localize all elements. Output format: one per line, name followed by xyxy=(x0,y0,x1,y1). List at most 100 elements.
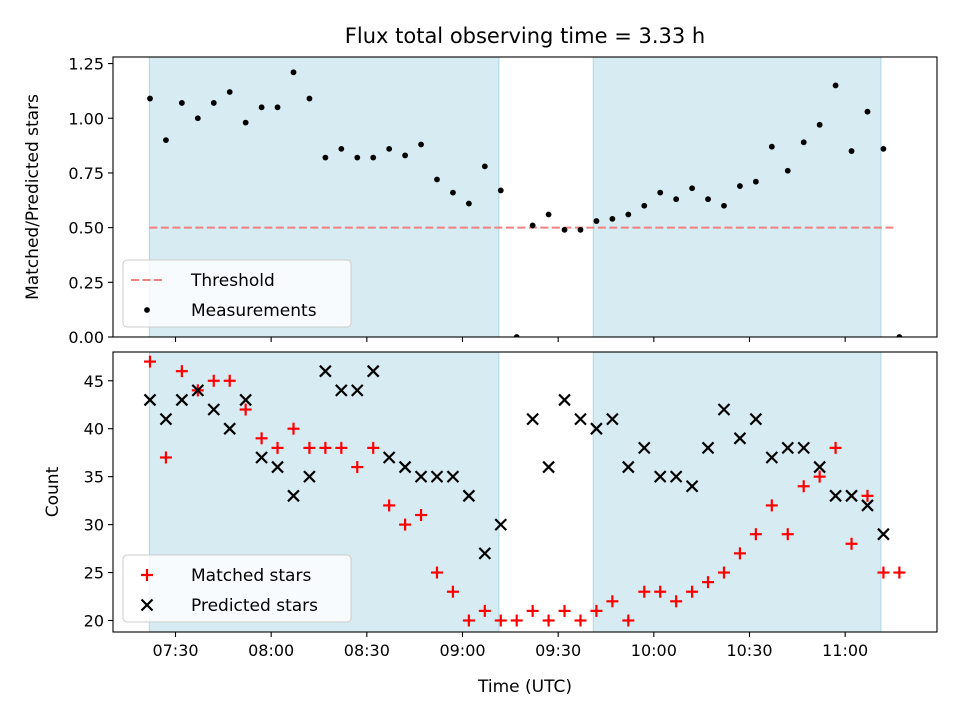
predicted-stars-point xyxy=(542,460,555,474)
measurement-point xyxy=(194,115,201,122)
chart-title: Flux total observing time = 3.33 h xyxy=(345,24,705,48)
measurement-point xyxy=(816,121,823,128)
measurement-point xyxy=(609,215,616,222)
matched-stars-point xyxy=(303,441,316,454)
legend-box xyxy=(122,554,352,623)
measurement-point xyxy=(450,189,456,196)
legend: Matched stars Predicted stars xyxy=(122,554,352,623)
measurement-point xyxy=(864,108,871,115)
predicted-stars-point xyxy=(526,412,539,426)
measurement-point xyxy=(210,100,217,106)
matched-stars-point xyxy=(494,614,507,627)
legend-measurements-swatch xyxy=(144,307,150,313)
matched-stars-point xyxy=(574,614,587,627)
matched-stars-point xyxy=(717,566,730,579)
predicted-stars-point xyxy=(637,441,651,455)
matched-stars-point xyxy=(351,461,364,474)
matched-stars-point xyxy=(606,595,619,608)
x-axis-label: Time (UTC) xyxy=(477,677,572,697)
legend-predicted-swatch xyxy=(140,598,154,612)
predicted-stars-point xyxy=(143,393,157,407)
matched-stars-point xyxy=(367,441,380,454)
measurement-point xyxy=(625,211,632,218)
predicted-stars-point xyxy=(845,489,858,503)
predicted-stars-point xyxy=(175,393,189,407)
predicted-stars-point xyxy=(494,518,508,531)
matched-stars-point xyxy=(765,499,778,512)
predicted-stars-point xyxy=(558,393,571,407)
predicted-stars-point xyxy=(829,489,842,503)
measurement-point xyxy=(561,226,568,233)
matched-stars-point xyxy=(510,614,523,627)
matched-stars-point xyxy=(861,489,874,502)
predicted-stars-point xyxy=(191,384,205,397)
measurement-point xyxy=(848,148,855,154)
y-tick-label: 1.00 xyxy=(68,109,104,128)
measurement-point xyxy=(768,143,775,150)
x-tick-label: 07:30 xyxy=(152,641,198,660)
y-tick-label: 45 xyxy=(84,372,104,391)
y-tick-label: 35 xyxy=(84,468,104,487)
legend-label: Matched stars xyxy=(191,566,311,586)
predicted-stars-point xyxy=(669,470,683,483)
matched-stars-point xyxy=(654,585,667,598)
predicted-stars-point xyxy=(653,470,667,483)
matched-stars-point xyxy=(143,355,156,368)
predicted-stars-point xyxy=(590,422,603,435)
matched-stars-point xyxy=(797,480,810,493)
matched-stars-point xyxy=(670,595,683,608)
matched-stars-point xyxy=(877,566,890,579)
y-tick-label: 25 xyxy=(84,564,104,583)
measurement-point xyxy=(290,69,297,76)
matched-stars-point xyxy=(638,585,651,598)
matched-stars-point xyxy=(239,403,252,416)
x-tick-label: 08:00 xyxy=(248,641,294,660)
measurement-point xyxy=(737,183,743,189)
matched-stars-point xyxy=(415,509,428,522)
matched-stars-point xyxy=(159,451,172,464)
matched-stars-point xyxy=(430,566,443,579)
measurement-point xyxy=(322,154,329,161)
predicted-stars-point xyxy=(446,470,460,483)
matched-stars-point xyxy=(383,499,396,512)
matched-stars-point xyxy=(399,518,412,531)
matched-stars-point xyxy=(590,604,603,617)
matched-stars-point xyxy=(558,604,571,617)
measurement-point xyxy=(784,167,791,174)
matched-stars-point xyxy=(478,604,491,617)
y-tick-label: 20 xyxy=(84,611,104,630)
matched-stars-point xyxy=(287,422,300,435)
measurement-point xyxy=(529,222,536,229)
matched-stars-point xyxy=(749,528,762,541)
matched-stars-point xyxy=(319,441,332,454)
measurement-point xyxy=(370,154,377,161)
x-tick-label: 11:00 xyxy=(822,641,868,660)
matched-stars-point xyxy=(446,585,459,598)
predicted-stars-point xyxy=(255,451,268,464)
predicted-stars-point xyxy=(685,479,699,493)
measurement-point xyxy=(258,104,265,111)
legend-matched-swatch xyxy=(141,569,153,581)
matched-stars-point xyxy=(207,374,220,387)
predicted-stars-point xyxy=(239,393,252,407)
matched-stars-point xyxy=(175,365,188,378)
matched-stars-point xyxy=(845,537,858,550)
measurement-point xyxy=(402,152,408,159)
measurement-point xyxy=(306,95,313,102)
measurement-point xyxy=(832,82,839,89)
y-tick-label: 0.75 xyxy=(68,164,104,183)
measurement-point xyxy=(800,139,807,146)
measurement-point xyxy=(481,163,488,170)
matched-stars-point xyxy=(686,585,699,598)
x-tick-label: 08:30 xyxy=(344,641,390,660)
predicted-stars-point xyxy=(574,412,587,426)
measurement-point xyxy=(338,145,345,152)
measurement-point xyxy=(178,100,185,106)
predicted-stars-point xyxy=(813,460,826,474)
measurement-point xyxy=(752,178,759,185)
matched-stars-point xyxy=(733,547,746,560)
measurement-point xyxy=(689,185,695,192)
measurement-point xyxy=(354,154,361,161)
predicted-stars-point xyxy=(303,470,316,483)
matched-stars-point xyxy=(462,614,475,627)
